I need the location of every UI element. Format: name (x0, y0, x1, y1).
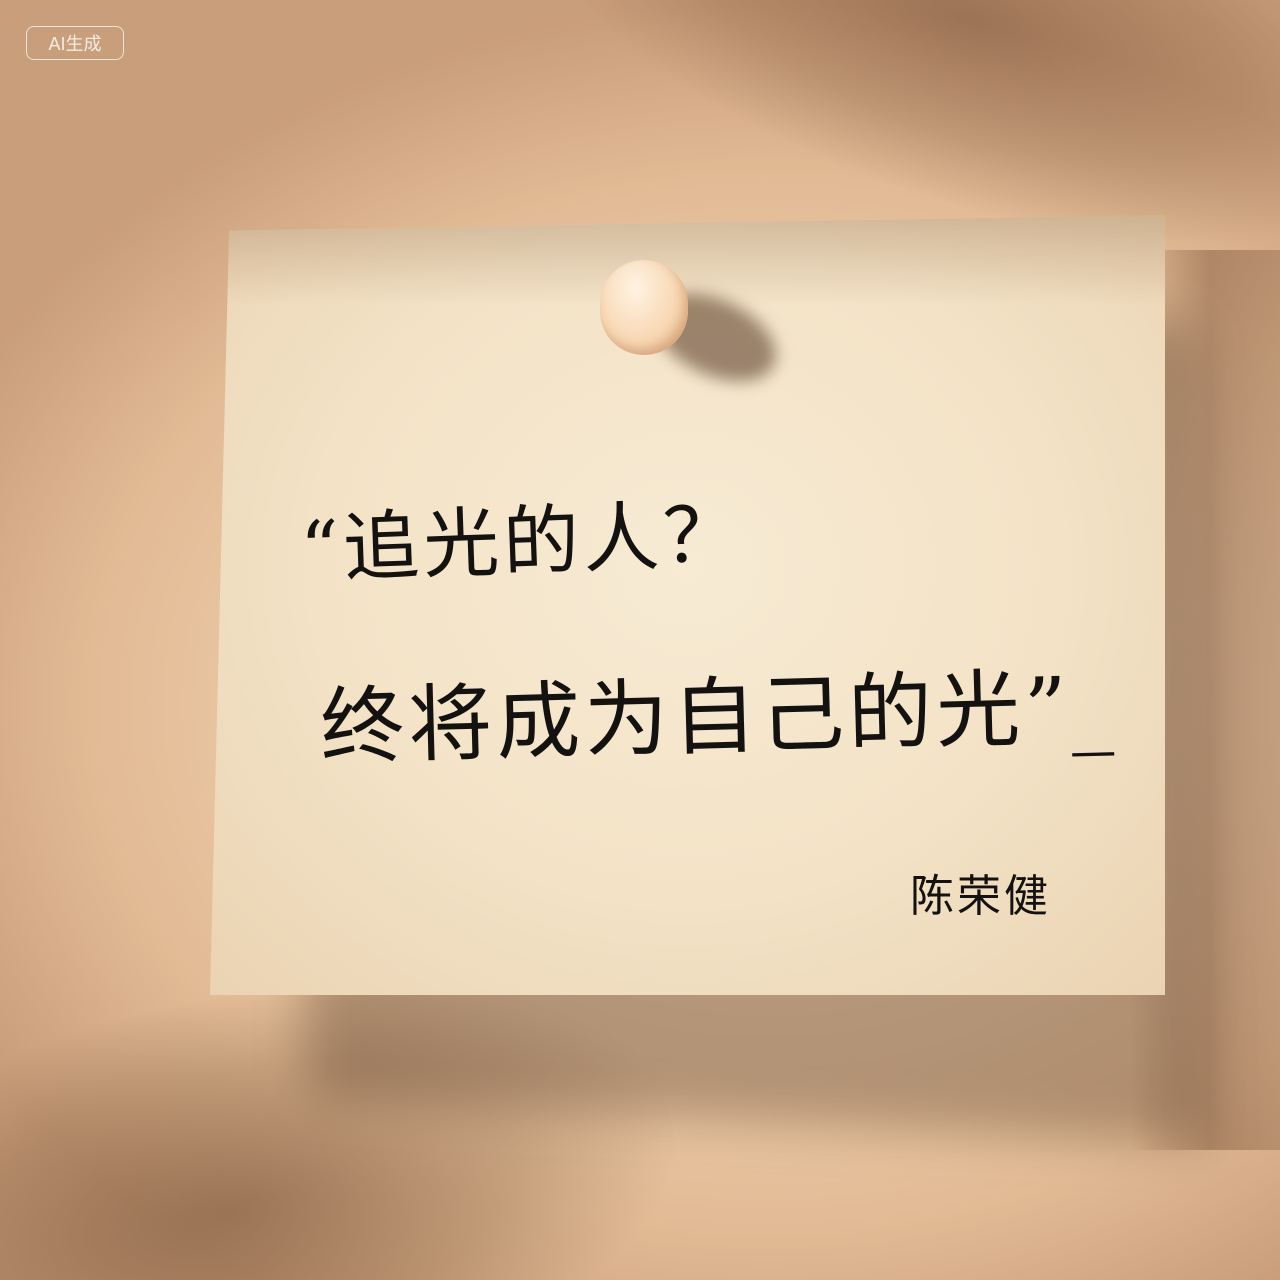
quote-line-1: “追光的人？ (298, 489, 745, 594)
author-signature: 陈荣健 (910, 871, 1051, 922)
sticky-note: “追光的人？ 终将成为自己的光”_ 陈荣健 (210, 215, 1165, 995)
push-pin-icon (600, 260, 688, 355)
ai-generated-watermark: AI生成 (26, 26, 124, 60)
note-top-shade (210, 215, 1165, 305)
quote-line-2: 终将成为自己的光”_ (319, 657, 1119, 777)
